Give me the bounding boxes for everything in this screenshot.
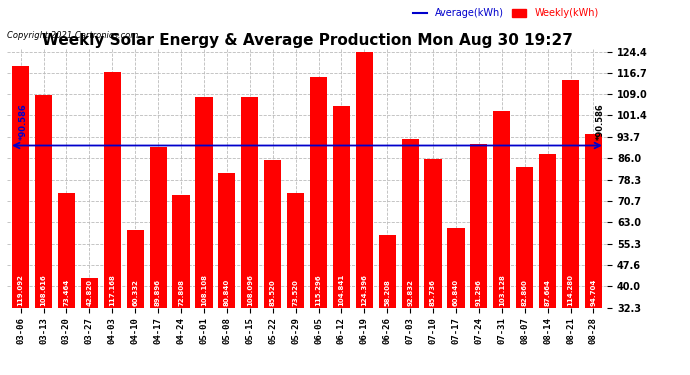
Bar (585, 134, 602, 308)
Bar (471, 144, 487, 308)
Text: 72.808: 72.808 (178, 279, 184, 306)
Bar (241, 97, 258, 308)
Text: 60.332: 60.332 (132, 279, 138, 306)
Text: 108.096: 108.096 (247, 274, 253, 306)
Bar (539, 154, 556, 308)
Bar (81, 278, 98, 308)
Text: 80.840: 80.840 (224, 279, 230, 306)
Text: 91.296: 91.296 (476, 279, 482, 306)
Bar (127, 230, 144, 308)
Bar (402, 139, 419, 308)
Bar (218, 172, 235, 308)
Text: 85.520: 85.520 (270, 279, 276, 306)
Bar (447, 228, 464, 308)
Bar (562, 80, 579, 308)
Bar (35, 95, 52, 308)
Text: 58.208: 58.208 (384, 279, 391, 306)
Bar (172, 195, 190, 308)
Bar (379, 236, 396, 308)
Text: 119.092: 119.092 (18, 274, 23, 306)
Text: 115.296: 115.296 (315, 274, 322, 306)
Bar (310, 77, 327, 308)
Bar (516, 167, 533, 308)
Bar (264, 160, 282, 308)
Text: 104.841: 104.841 (338, 274, 344, 306)
Text: 60.840: 60.840 (453, 279, 459, 306)
Bar (12, 66, 29, 308)
Legend: Average(kWh), Weekly(kWh): Average(kWh), Weekly(kWh) (408, 4, 602, 22)
Text: 82.860: 82.860 (522, 279, 528, 306)
Text: 42.820: 42.820 (86, 279, 92, 306)
Title: Weekly Solar Energy & Average Production Mon Aug 30 19:27: Weekly Solar Energy & Average Production… (41, 33, 573, 48)
Bar (150, 147, 167, 308)
Text: 73.520: 73.520 (293, 279, 299, 306)
Text: *90.586: *90.586 (19, 103, 28, 140)
Bar (493, 111, 511, 308)
Bar (424, 159, 442, 308)
Text: 85.736: 85.736 (430, 279, 436, 306)
Text: *90.586: *90.586 (596, 103, 605, 140)
Text: 114.280: 114.280 (568, 274, 573, 306)
Bar (195, 97, 213, 308)
Text: 108.616: 108.616 (41, 274, 46, 306)
Text: 89.896: 89.896 (155, 279, 161, 306)
Text: 87.664: 87.664 (544, 279, 551, 306)
Text: 103.128: 103.128 (499, 274, 505, 306)
Text: 92.832: 92.832 (407, 279, 413, 306)
Bar (287, 193, 304, 308)
Bar (356, 51, 373, 308)
Text: Copyright 2021 Cartronics.com: Copyright 2021 Cartronics.com (7, 30, 138, 39)
Text: 73.464: 73.464 (63, 279, 70, 306)
Bar (333, 106, 350, 308)
Bar (58, 193, 75, 308)
Text: 108.108: 108.108 (201, 274, 207, 306)
Text: 117.168: 117.168 (109, 274, 115, 306)
Bar (104, 72, 121, 308)
Text: 124.396: 124.396 (362, 274, 367, 306)
Text: 94.704: 94.704 (591, 279, 596, 306)
